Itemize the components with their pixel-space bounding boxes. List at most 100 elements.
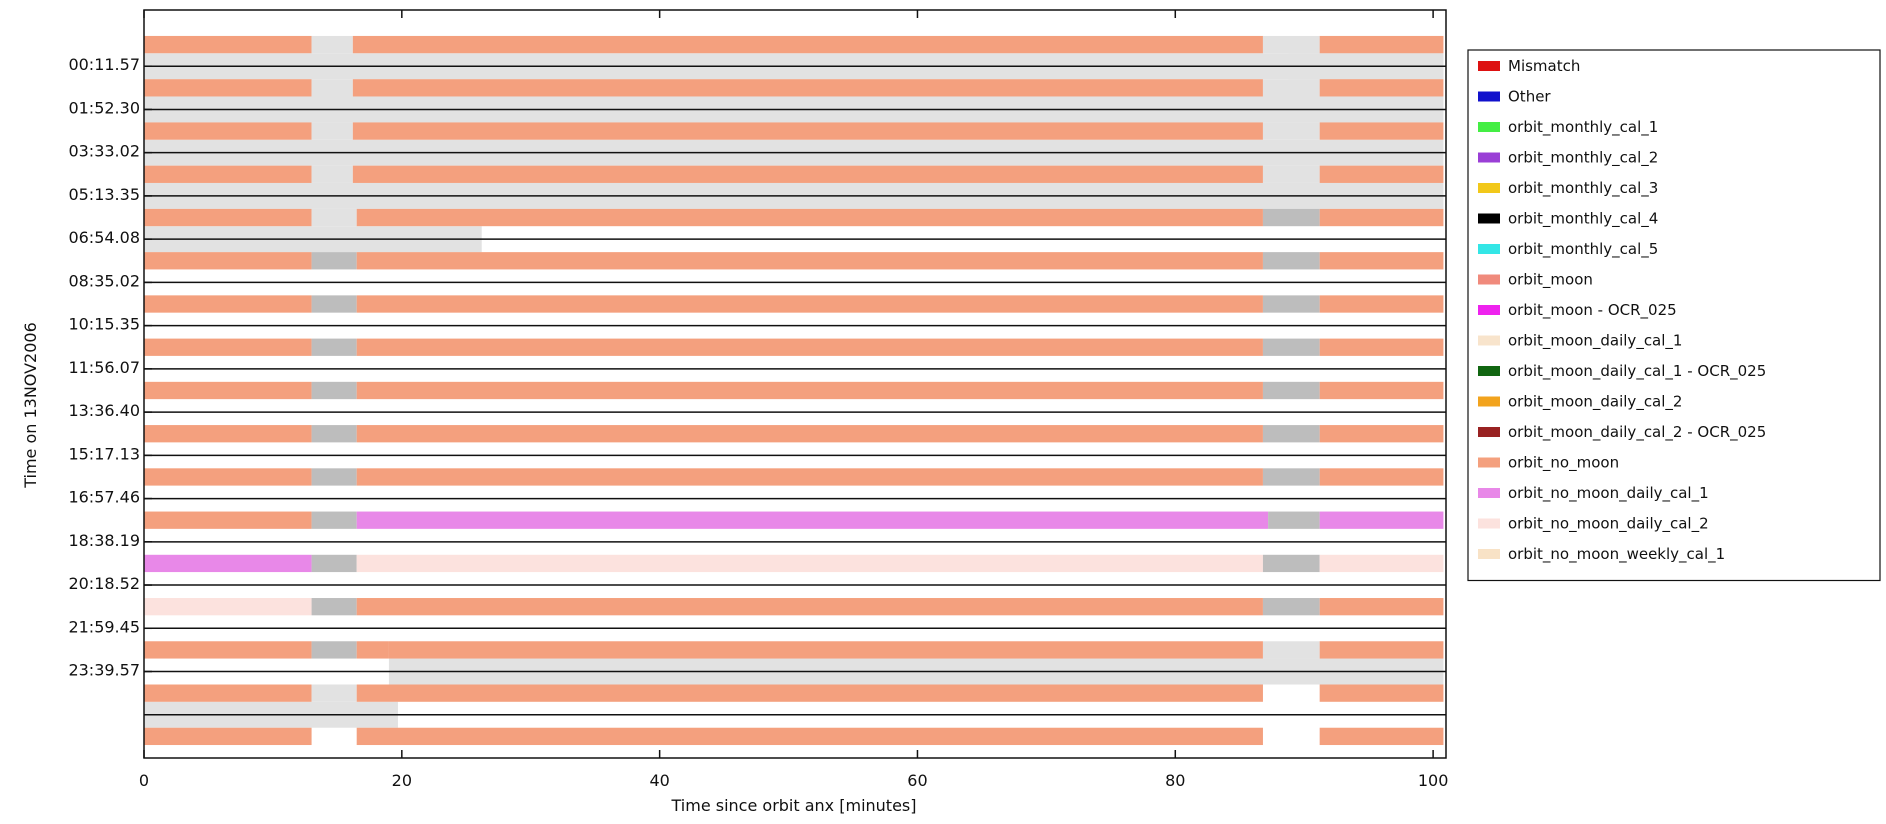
legend-label-2: orbit_monthly_cal_1: [1508, 118, 1658, 137]
bar-orbit-15-seg-0: [144, 684, 312, 702]
y-tick-label-6: 10:15.35: [68, 315, 140, 334]
bar-orbit-6-seg-1: [311, 295, 357, 313]
bar-orbit-6-seg-3: [1262, 295, 1320, 313]
bar-orbit-6-seg-0: [144, 295, 312, 313]
bar-orbit-2-seg-0: [144, 122, 312, 140]
bar-orbit-9-seg-2: [356, 425, 1263, 443]
y-tick-label-8: 13:36.40: [68, 401, 140, 420]
y-tick-label-3: 05:13.35: [68, 185, 140, 204]
bar-orbit-1-seg-1: [311, 79, 353, 97]
y-tick-label-12: 20:18.52: [68, 574, 140, 593]
legend-box: [1467, 49, 1881, 582]
bar-orbit-11-seg-4: [1319, 511, 1444, 529]
bar-orbit-15-seg-2: [356, 684, 1263, 702]
bar-orbit-5-seg-2: [356, 252, 1263, 270]
legend-swatch-6: [1478, 244, 1500, 254]
plot-border: [143, 9, 1447, 759]
bar-orbit-7-seg-1: [311, 338, 357, 356]
legend-label-9: orbit_moon_daily_cal_1: [1508, 332, 1682, 351]
bar-orbit-3-seg-0: [144, 165, 312, 183]
bar-orbit-16-seg-2: [1319, 727, 1444, 746]
y-tick-label-4: 06:54.08: [68, 228, 140, 247]
bar-orbit-5-seg-4: [1319, 252, 1444, 270]
legend-swatch-8: [1478, 305, 1500, 315]
legend-swatch-0: [1478, 61, 1500, 71]
bar-orbit-6-seg-2: [356, 295, 1263, 313]
bar-orbit-10-seg-1: [311, 468, 357, 486]
bar-orbit-0-seg-0: [144, 35, 312, 54]
legend-swatch-14: [1478, 488, 1500, 498]
bar-orbit-12-seg-1: [311, 554, 357, 573]
bar-orbit-1-seg-3: [1262, 79, 1320, 97]
bar-orbit-10-seg-2: [356, 468, 1263, 486]
bar-orbit-14-seg-2: [356, 641, 389, 659]
bar-orbit-8-seg-1: [311, 381, 357, 400]
bar-orbit-14-seg-1: [311, 641, 357, 659]
bar-orbit-6-seg-4: [1319, 295, 1444, 313]
bar-orbit-3-seg-1: [311, 165, 353, 183]
bar-orbit-7-seg-2: [356, 338, 1263, 356]
legend-label-0: Mismatch: [1508, 57, 1580, 75]
bar-orbit-11-seg-2: [356, 511, 1269, 529]
bar-orbit-16-seg-0: [144, 727, 312, 746]
legend-label-13: orbit_no_moon: [1508, 454, 1619, 473]
bar-orbit-14-seg-0: [144, 641, 312, 659]
y-tick-label-9: 15:17.13: [68, 444, 140, 463]
y-tick-label-0: 00:11.57: [68, 55, 140, 74]
x-tick-label-5: 100: [1418, 771, 1449, 790]
x-tick-label-0: 0: [139, 771, 149, 790]
legend-label-3: orbit_monthly_cal_2: [1508, 149, 1658, 168]
legend-swatch-15: [1478, 518, 1500, 529]
x-tick-label-2: 40: [649, 771, 669, 790]
bar-orbit-0-seg-1: [311, 35, 353, 54]
legend-label-10: orbit_moon_daily_cal_1 - OCR_025: [1508, 362, 1766, 381]
legend-label-15: orbit_no_moon_daily_cal_2: [1508, 515, 1709, 534]
bar-orbit-12-seg-0: [144, 554, 312, 573]
y-tick-label-13: 21:59.45: [68, 617, 140, 636]
legend-swatch-10: [1478, 366, 1500, 376]
legend-label-1: Other: [1508, 88, 1551, 106]
legend-swatch-12: [1478, 427, 1500, 437]
legend-swatch-3: [1478, 152, 1500, 163]
bar-orbit-9-seg-1: [311, 425, 357, 443]
bar-orbit-11-seg-0: [144, 511, 312, 529]
legend-swatch-4: [1478, 183, 1500, 193]
bar-orbit-14-seg-5: [1319, 641, 1444, 659]
legend-swatch-11: [1478, 396, 1500, 407]
bar-orbit-0-seg-3: [1262, 35, 1320, 54]
legend-label-7: orbit_moon: [1508, 271, 1593, 290]
x-tick-label-4: 80: [1165, 771, 1185, 790]
bar-orbit-13-seg-0: [144, 598, 312, 616]
bar-orbit-4-seg-0: [144, 208, 312, 227]
legend-swatch-9: [1478, 335, 1500, 346]
bar-orbit-13-seg-2: [356, 598, 1263, 616]
y-tick-label-7: 11:56.07: [68, 358, 140, 377]
y-tick-label-5: 08:35.02: [68, 271, 140, 290]
bar-orbit-14-seg-3: [388, 641, 1263, 659]
bar-orbit-7-seg-0: [144, 338, 312, 356]
bar-orbit-1-seg-2: [352, 79, 1263, 97]
x-tick-label-1: 20: [392, 771, 412, 790]
y-tick-label-2: 03:33.02: [68, 142, 140, 161]
bar-orbit-9-seg-3: [1262, 425, 1320, 443]
legend-label-5: orbit_monthly_cal_4: [1508, 210, 1658, 229]
bar-orbit-7-seg-3: [1262, 338, 1320, 356]
bar-orbit-5-seg-3: [1262, 252, 1320, 270]
bar-orbit-4-seg-4: [1319, 208, 1444, 227]
bar-orbit-8-seg-3: [1262, 381, 1320, 400]
bar-orbit-8-seg-0: [144, 381, 312, 400]
y-axis: 00:11.57 01:52.30 03:33.02 05:13.35 06:54.08…: [68, 55, 152, 680]
legend-label-16: orbit_no_moon_weekly_cal_1: [1508, 545, 1725, 564]
bar-orbit-1-seg-4: [1319, 79, 1444, 97]
bar-orbit-13-seg-4: [1319, 598, 1444, 616]
y-tick-label-1: 01:52.30: [68, 98, 140, 117]
bar-orbit-10-seg-0: [144, 468, 312, 486]
bar-orbit-3-seg-2: [352, 165, 1263, 183]
plot-frame: [143, 9, 1447, 759]
legend-label-6: orbit_monthly_cal_5: [1508, 240, 1658, 259]
bar-orbit-13-seg-1: [311, 598, 357, 616]
bar-orbit-12-seg-4: [1319, 554, 1444, 573]
bar-orbit-2-seg-1: [311, 122, 353, 140]
legend: Mismatch Other orbit_monthly_cal_1 orbit_mo…: [1467, 49, 1881, 582]
